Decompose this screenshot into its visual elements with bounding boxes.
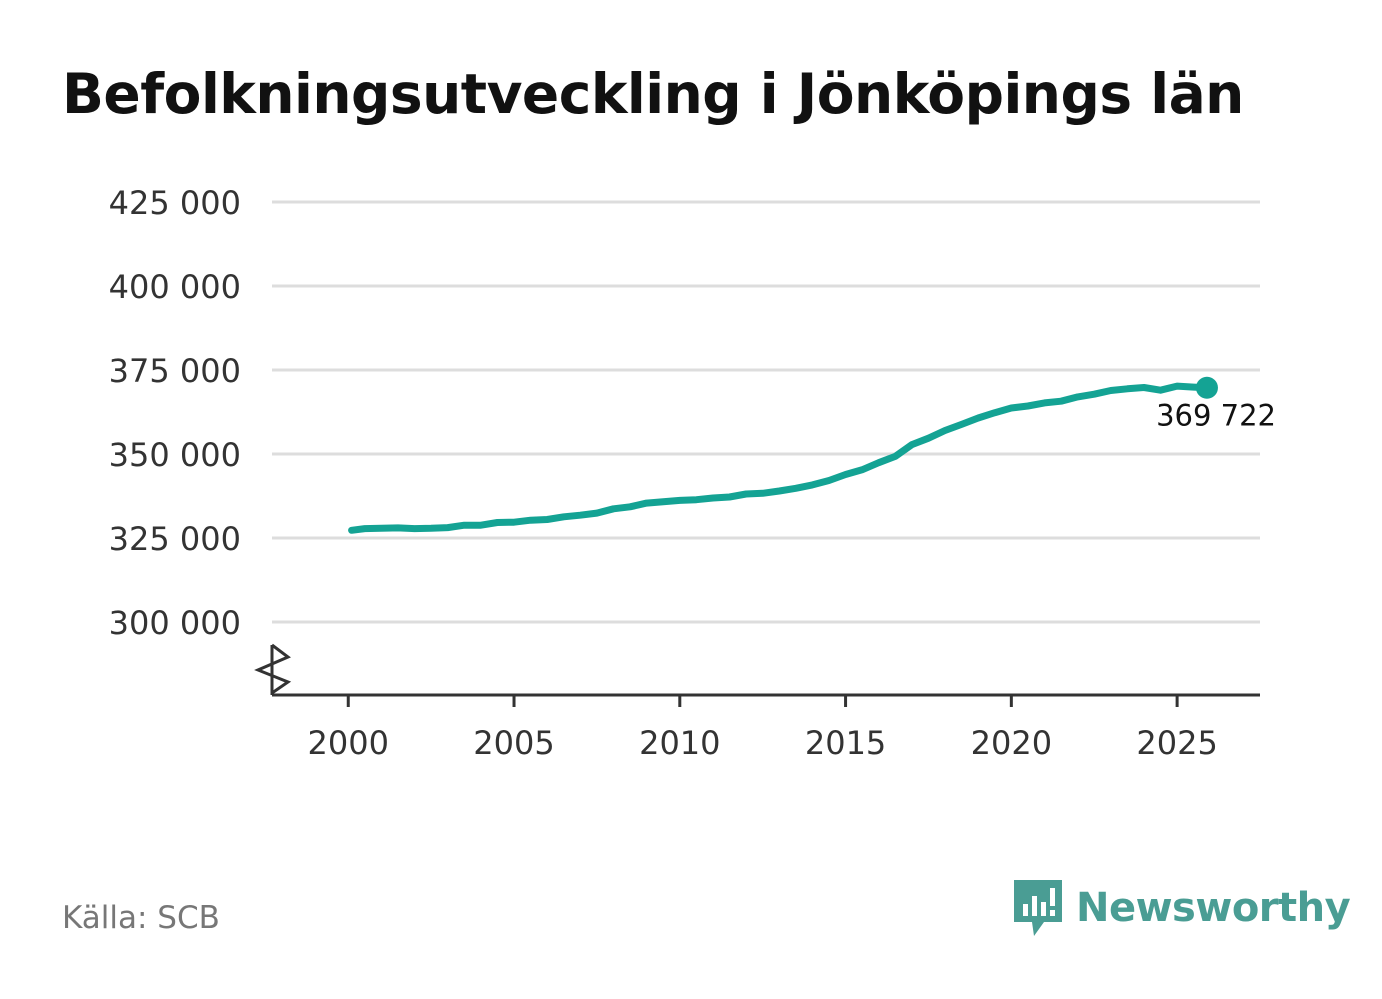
y-tick-label: 350 000 — [109, 436, 241, 474]
chart-title: Befolkningsutveckling i Jönköpings län — [62, 62, 1244, 126]
brand-name: Newsworthy — [1076, 885, 1351, 931]
x-axis: 2000 2005 2010 2015 2020 2025 — [254, 643, 1260, 762]
x-tick-label: 2015 — [805, 724, 886, 762]
y-axis-ticks: 300 000 325 000 350 000 375 000 400 000 425 0… — [109, 184, 241, 642]
y-tick-label: 400 000 — [109, 268, 241, 306]
x-tick-label: 2010 — [639, 724, 720, 762]
y-tick-label: 425 000 — [109, 184, 241, 222]
line-chart: 300 000 325 000 350 000 375 000 400 000 425 0… — [109, 184, 1276, 762]
y-tick-label: 300 000 — [109, 604, 241, 642]
end-point-marker — [1195, 376, 1218, 399]
y-tick-label: 375 000 — [109, 352, 241, 390]
series-line — [348, 382, 1211, 534]
series-layer: 369 722 — [348, 376, 1276, 534]
end-value-label: 369 722 — [1156, 399, 1276, 433]
brand-logo: Newsworthy — [1012, 878, 1351, 938]
axis-break-icon — [254, 643, 292, 695]
source-label: Källa: SCB — [62, 900, 220, 936]
x-tick-label: 2020 — [971, 724, 1052, 762]
x-tick-label: 2000 — [308, 724, 389, 762]
x-tick-label: 2025 — [1136, 724, 1217, 762]
newsworthy-logo-icon — [1014, 880, 1062, 936]
gridlines — [272, 200, 1260, 624]
y-tick-label: 325 000 — [109, 520, 241, 558]
x-tick-label: 2005 — [473, 724, 554, 762]
